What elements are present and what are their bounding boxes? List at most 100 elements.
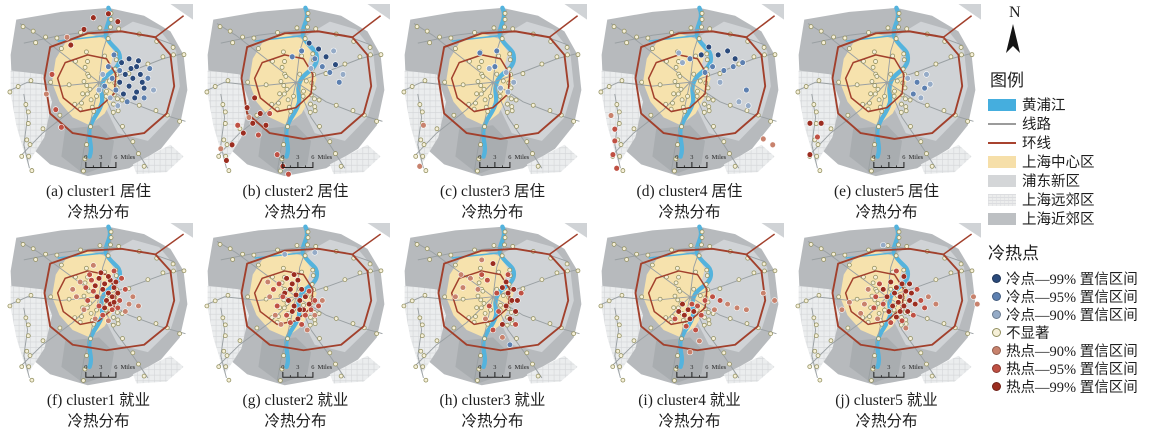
map-cluster4-employment: 0 3 6 Miles [598,223,784,386]
caption-line2: 冷热分布 [855,413,918,430]
caption-line2: 冷热分布 [855,204,918,221]
panel-b: 0 3 6 Miles (b) cluster2 居住 冷热分布 [197,4,394,223]
caption-line1: (g) cluster2 就业 [242,392,349,409]
map-row-employment: 0 3 6 Miles (f) cluster1 就业 冷热分布 0 3 6 Miles (… [0,223,988,432]
legend-label: 上海中心区 [1022,155,1095,171]
point-label: 热点—90% 置信区间 [1006,343,1138,360]
caption-j: (j) cluster5 就业 冷热分布 [835,390,937,432]
hot95-dot-icon [992,363,1001,373]
map-row-residential: 0 3 6 Miles (a) cluster1 居住 冷热分布 0 3 6 Miles (… [0,4,988,223]
svg-text:0: 0 [281,364,284,371]
legend-label: 上海远郊区 [1022,193,1095,209]
panel-j: 0 3 6 Miles (j) cluster5 就业 冷热分布 [788,223,985,432]
caption-c: (c) cluster3 居住 冷热分布 [440,181,545,223]
svg-text:0: 0 [478,364,481,371]
panel-e: 0 3 6 Miles (e) cluster5 居住 冷热分布 [788,4,985,223]
svg-text:6: 6 [508,154,512,161]
svg-text:Miles: Miles [711,154,726,161]
point-label: 热点—95% 置信区间 [1006,361,1138,378]
caption-line1: (b) cluster2 居住 [242,183,349,200]
map-grid: 0 3 6 Miles (a) cluster1 居住 冷热分布 0 3 6 Miles (… [0,4,988,432]
svg-text:Miles: Miles [711,364,726,371]
not-significant-dot-icon [992,327,1001,337]
point-item-hot99: 热点—99% 置信区间 [988,377,1151,396]
legend-item-huangpu: 黄浦江 [988,95,1151,114]
svg-text:0: 0 [872,154,876,161]
near-suburb-swatch [988,212,1016,225]
central-district-swatch [988,155,1016,168]
point-item-not-significant: 不显著 [988,323,1151,342]
caption-line2: 冷热分布 [461,204,524,221]
svg-text:3: 3 [690,154,693,161]
svg-text:Miles: Miles [908,154,923,161]
map-cluster1-residential: 0 3 6 Miles [7,4,193,177]
point-label: 热点—99% 置信区间 [1006,379,1138,396]
svg-text:0: 0 [478,154,482,161]
svg-text:6: 6 [705,154,709,161]
svg-text:Miles: Miles [120,154,135,161]
hot90-dot-icon [992,345,1001,355]
caption-line2: 冷热分布 [67,204,130,221]
caption-line2: 冷热分布 [658,413,721,430]
point-item-cold95: 冷点—95% 置信区间 [988,287,1151,306]
map-cluster5-residential: 0 3 6 Miles [795,4,981,177]
point-item-hot95: 热点—95% 置信区间 [988,359,1151,378]
svg-text:Miles: Miles [120,364,135,371]
caption-line2: 冷热分布 [461,413,524,430]
caption-line2: 冷热分布 [658,204,721,221]
svg-text:3: 3 [493,364,496,371]
caption-g: (g) cluster2 就业 冷热分布 [243,390,349,432]
legend-item-central: 上海中心区 [988,152,1151,171]
svg-text:3: 3 [296,154,299,161]
caption-line1: (j) cluster5 就业 [835,392,938,409]
legend-label: 上海近郊区 [1022,212,1095,228]
svg-text:6: 6 [311,154,315,161]
cold90-dot-icon [992,309,1001,319]
far-suburb-swatch [988,193,1016,206]
svg-text:0: 0 [84,364,87,371]
caption-line1: (h) cluster3 就业 [439,392,546,409]
transit-line-swatch [988,122,1016,125]
legend-label: 黄浦江 [1022,98,1066,114]
legend-item-pudong: 浦东新区 [988,171,1151,190]
svg-text:6: 6 [705,364,708,371]
svg-text:6: 6 [114,364,117,371]
map-cluster2-residential: 0 3 6 Miles [204,4,390,178]
caption-f: (f) cluster1 就业 冷热分布 [47,390,150,432]
svg-text:Miles: Miles [514,364,529,371]
caption-a: (a) cluster1 居住 冷热分布 [46,181,151,223]
north-indicator: N [1000,4,1151,61]
pudong-swatch [988,174,1016,187]
point-item-cold99: 冷点—99% 置信区间 [988,269,1151,288]
svg-text:3: 3 [887,364,890,371]
svg-text:6: 6 [311,364,314,371]
panel-h: 0 3 6 Miles (h) cluster3 就业 冷热分布 [394,223,591,432]
point-item-hot90: 热点—90% 置信区间 [988,341,1151,360]
legend-item-near-suburb: 上海近郊区 [988,209,1151,228]
legend-item-lines: 线路 [988,114,1151,133]
ring-road-swatch [988,141,1016,144]
north-label: N [1009,4,1021,21]
legend-panel: N 图例 黄浦江 线路 环线 上海中心区 浦东新区 上海远郊区 [988,0,1151,442]
svg-text:6: 6 [114,154,118,161]
svg-text:Miles: Miles [317,364,332,371]
svg-text:3: 3 [99,364,102,371]
caption-b: (b) cluster2 居住 冷热分布 [243,181,349,223]
point-label: 冷点—90% 置信区间 [1006,307,1138,324]
panel-c: 0 3 6 Miles (c) cluster3 居住 冷热分布 [394,4,591,223]
svg-text:3: 3 [493,154,496,161]
cold95-dot-icon [992,291,1001,301]
hot99-dot-icon [992,381,1001,391]
legend-label: 浦东新区 [1022,174,1080,190]
caption-line1: (c) cluster3 居住 [439,183,546,200]
svg-text:Miles: Miles [514,154,529,161]
point-label: 不显著 [1006,325,1050,342]
caption-h: (h) cluster3 就业 冷热分布 [440,390,546,432]
svg-text:6: 6 [902,364,905,371]
svg-text:0: 0 [84,154,88,161]
caption-d: (d) cluster4 居住 冷热分布 [637,181,743,223]
panel-d: 0 3 6 Miles (d) cluster4 居住 冷热分布 [591,4,788,223]
cold99-dot-icon [992,273,1001,283]
svg-text:0: 0 [675,364,678,371]
